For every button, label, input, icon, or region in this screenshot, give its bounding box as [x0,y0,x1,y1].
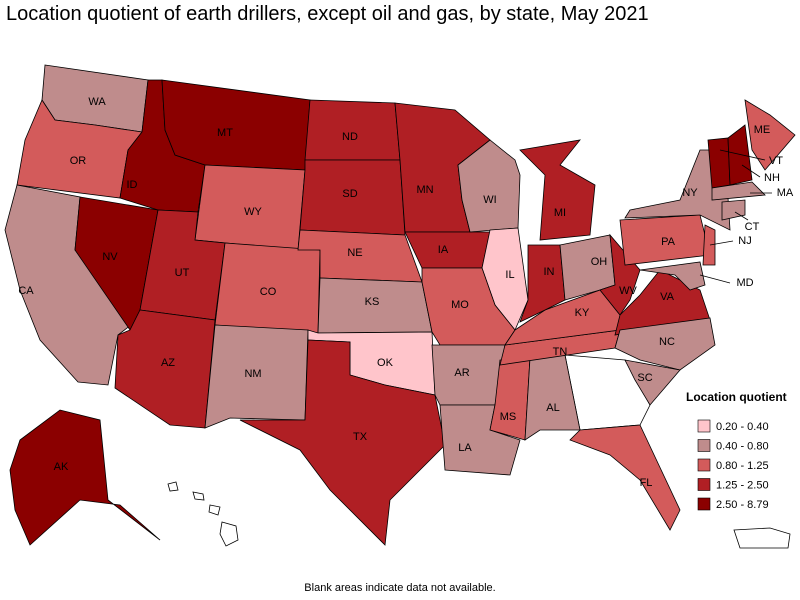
state-label: VA [660,291,675,303]
state-label: MA [777,187,794,199]
island-no-data [219,521,239,547]
leader-line [734,211,749,221]
legend-swatch [697,458,711,472]
state-label: ID [127,179,138,191]
state [744,99,796,171]
state-label: LA [458,442,472,454]
state [204,324,309,429]
state-label: NC [659,336,675,348]
leader-line [719,149,766,161]
state-label: IN [544,266,555,278]
state-label: IA [438,244,449,256]
state-label: CA [18,285,34,297]
state-label: WA [88,96,106,108]
legend-label: 0.80 - 1.25 [716,460,769,472]
state-label: AK [54,461,69,473]
state [711,181,766,201]
legend: Location quotient 0.20 - 0.40 0.40 - 0.80… [686,390,787,511]
state-label: NV [102,251,118,263]
state-label: AZ [161,357,175,369]
state-label: OK [377,357,394,369]
leader-line [741,164,761,178]
state-label: KY [575,307,590,319]
state-label: NE [347,247,362,259]
island-no-data [167,481,179,492]
state-label: NJ [738,235,751,247]
state-label: AL [546,402,559,414]
legend-swatch [697,439,711,452]
state [614,317,716,371]
state-label: MT [217,127,233,139]
states: WA OR CA NV ID MT WY UT CO AZ NM ND SD NE KS OK TX MN IA WI… [4,64,796,546]
state-label: NY [682,187,698,199]
legend-label: 1.25 - 2.50 [716,480,769,492]
state-label: PA [661,236,676,248]
state-label: OR [70,155,87,167]
state-label: MD [736,277,753,289]
state-label: TN [553,346,568,358]
state-label: MN [416,184,433,196]
state [639,261,706,291]
state-label: SC [637,372,652,384]
note: Blank areas indicate data not available. [304,582,495,594]
legend-label: 0.40 - 0.80 [716,441,769,453]
state [519,139,596,241]
state-label: TX [353,431,368,443]
state [161,79,311,171]
legend-swatch [697,419,711,433]
island-no-data [192,491,205,501]
state [624,359,681,406]
legend-label: 0.20 - 0.40 [716,421,769,433]
state [721,199,746,221]
map-title: Location quotient of earth drillers, exc… [6,3,649,25]
legend-title: Location quotient [686,390,787,404]
legend-swatch [697,497,711,511]
state-label: WY [244,206,262,218]
state [114,309,216,429]
state-label: MS [500,411,517,423]
island-no-data [208,504,221,516]
island-no-data [733,527,791,549]
leader-line [699,274,731,284]
state-label: OH [591,256,608,268]
state-label: UT [175,267,190,279]
state-label: AR [454,367,469,379]
state-label: SD [342,188,357,200]
state-label: NM [244,368,261,380]
state [702,224,716,266]
legend-label: 2.50 - 8.79 [716,499,769,511]
state-label: WV [619,285,637,297]
no-data-areas [167,354,791,549]
state-label: VT [769,155,783,167]
state [727,124,753,186]
state-label: IL [505,269,514,281]
state-label: MI [554,207,566,219]
legend-swatch [697,478,711,491]
state-label: CO [260,286,277,298]
state-label: KS [365,296,380,308]
state-label: ME [754,124,771,136]
state [239,339,446,546]
state-label: ND [342,131,358,143]
leader-line [709,240,734,246]
state-label: CT [745,221,760,233]
state-label: FL [640,477,653,489]
state [707,137,731,189]
state-label: WI [483,194,496,206]
state-label: MO [451,299,469,311]
state [457,139,521,233]
state-label: NH [764,172,780,184]
state [9,409,161,546]
state [569,424,681,531]
